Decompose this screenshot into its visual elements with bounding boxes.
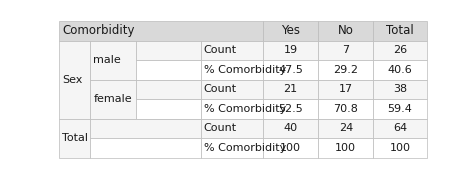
Bar xyxy=(137,80,201,99)
Bar xyxy=(374,119,427,138)
Bar xyxy=(91,60,201,80)
Bar xyxy=(263,138,318,158)
Bar xyxy=(318,41,374,60)
Bar xyxy=(137,60,201,80)
Text: Comorbidity: Comorbidity xyxy=(62,24,135,38)
Bar xyxy=(91,119,201,138)
Text: 19: 19 xyxy=(283,45,298,55)
Bar xyxy=(374,138,427,158)
Bar xyxy=(201,119,263,138)
Bar xyxy=(201,41,263,60)
Bar xyxy=(201,80,263,99)
Bar xyxy=(201,60,263,80)
Text: Yes: Yes xyxy=(281,24,300,38)
Text: 70.8: 70.8 xyxy=(333,104,358,114)
Text: 17: 17 xyxy=(339,84,353,94)
Text: 38: 38 xyxy=(393,84,407,94)
Text: 100: 100 xyxy=(280,143,301,153)
Bar xyxy=(263,80,318,99)
Bar xyxy=(137,41,201,60)
Bar xyxy=(318,119,374,138)
Text: female: female xyxy=(93,94,132,104)
Bar xyxy=(318,99,374,119)
Text: Count: Count xyxy=(204,123,237,133)
Text: male: male xyxy=(93,55,121,65)
Bar xyxy=(374,99,427,119)
Bar xyxy=(91,80,201,99)
Bar xyxy=(374,80,427,99)
Text: 7: 7 xyxy=(342,45,349,55)
Text: 24: 24 xyxy=(338,123,353,133)
Bar xyxy=(318,60,374,80)
Bar xyxy=(91,138,201,158)
Bar xyxy=(91,99,201,119)
Text: 26: 26 xyxy=(393,45,407,55)
Text: Count: Count xyxy=(204,45,237,55)
Bar xyxy=(137,99,201,119)
Bar xyxy=(59,119,91,158)
Text: 64: 64 xyxy=(393,123,407,133)
Text: Count: Count xyxy=(204,84,237,94)
Text: % Comorbidity: % Comorbidity xyxy=(204,104,286,114)
Bar xyxy=(263,119,318,138)
Text: % Comorbidity: % Comorbidity xyxy=(204,143,286,153)
Bar xyxy=(59,41,91,119)
Text: 29.2: 29.2 xyxy=(333,65,358,75)
Bar xyxy=(374,21,427,41)
Bar xyxy=(374,41,427,60)
Text: Total: Total xyxy=(62,133,88,143)
Text: 40: 40 xyxy=(283,123,298,133)
Bar xyxy=(263,41,318,60)
Bar xyxy=(91,41,137,80)
Text: 59.4: 59.4 xyxy=(388,104,412,114)
Bar xyxy=(263,99,318,119)
Text: 47.5: 47.5 xyxy=(278,65,303,75)
Text: 100: 100 xyxy=(335,143,356,153)
Bar xyxy=(374,60,427,80)
Bar xyxy=(318,80,374,99)
Text: 52.5: 52.5 xyxy=(278,104,303,114)
Bar xyxy=(201,138,263,158)
Text: % Comorbidity: % Comorbidity xyxy=(204,65,286,75)
Text: 100: 100 xyxy=(390,143,410,153)
Text: Total: Total xyxy=(386,24,414,38)
Bar xyxy=(201,99,263,119)
Text: No: No xyxy=(338,24,354,38)
Bar xyxy=(318,138,374,158)
Bar xyxy=(263,21,318,41)
Bar xyxy=(91,41,201,60)
Text: Sex: Sex xyxy=(62,75,82,85)
Bar xyxy=(263,60,318,80)
Bar xyxy=(318,21,374,41)
Text: 21: 21 xyxy=(283,84,298,94)
Text: 40.6: 40.6 xyxy=(388,65,412,75)
Bar xyxy=(91,80,137,119)
Bar xyxy=(59,21,263,41)
